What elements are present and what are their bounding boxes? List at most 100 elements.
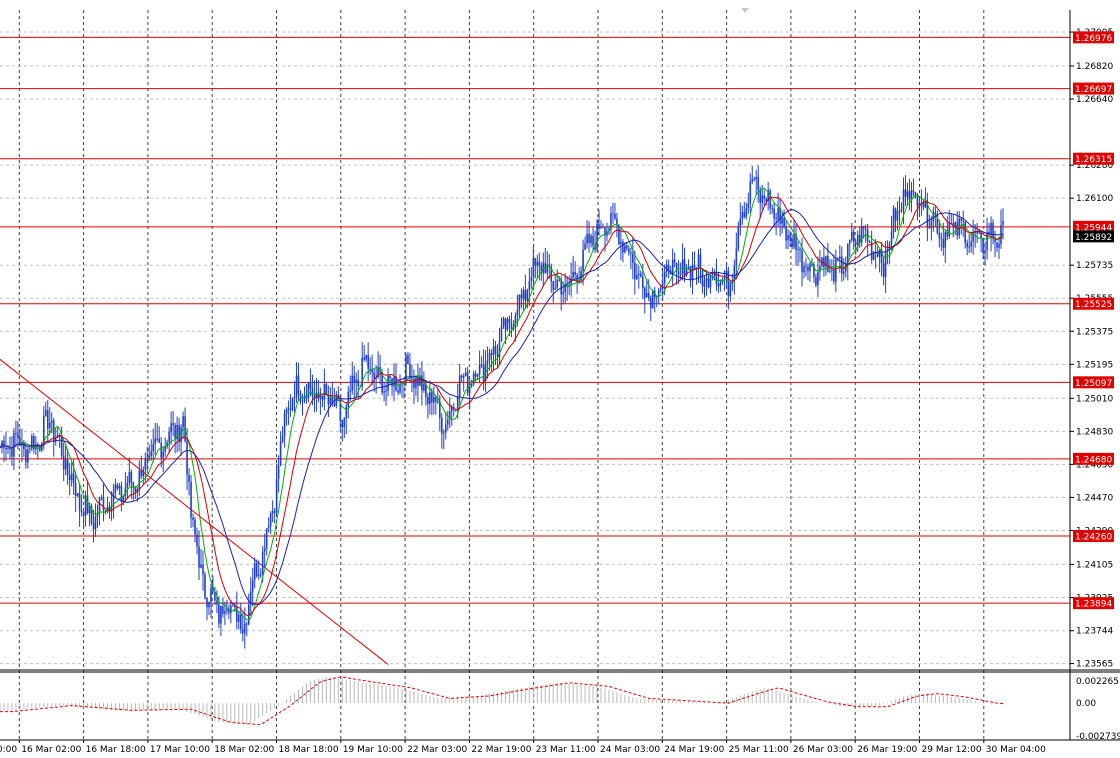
candle-body-323 bbox=[641, 276, 644, 288]
candle-body-56 bbox=[110, 506, 113, 512]
candle-body-240 bbox=[476, 374, 479, 377]
candle-body-322 bbox=[640, 273, 642, 277]
candle-body-222 bbox=[440, 417, 443, 434]
candle-body-469 bbox=[932, 212, 935, 222]
candle-body-366 bbox=[727, 270, 730, 297]
price-tick-label-8: 1.25195 bbox=[1076, 360, 1113, 370]
level-label-bg-6 bbox=[1073, 452, 1114, 465]
candle-body-282 bbox=[560, 279, 563, 295]
candle-body-384 bbox=[763, 195, 765, 199]
candle-body-183 bbox=[363, 357, 365, 360]
candle-body-499 bbox=[992, 222, 994, 238]
candle-body-149 bbox=[295, 375, 298, 397]
time-tick-label-2: 16 Mar 18:00 bbox=[86, 745, 146, 755]
candle-body-347 bbox=[689, 266, 692, 281]
candle-body-459 bbox=[912, 190, 915, 192]
candle-body-53 bbox=[104, 510, 107, 512]
candle-body-492 bbox=[978, 230, 980, 233]
candle-body-472 bbox=[938, 232, 941, 239]
candle-body-367 bbox=[729, 283, 732, 297]
candle-body-387 bbox=[769, 190, 771, 209]
level-label-7: 1.24260 bbox=[1075, 532, 1112, 542]
level-labels: 1.26976 1.26697 1.26315 1.25944 1.25525 1.250… bbox=[1073, 31, 1114, 610]
level-label-5: 1.25097 bbox=[1075, 379, 1112, 389]
price-tick-label-11: 1.24650 bbox=[1076, 460, 1113, 470]
candle-body-393 bbox=[781, 217, 783, 224]
candle-body-32 bbox=[62, 455, 65, 470]
price-tick-label-3: 1.26280 bbox=[1076, 161, 1113, 171]
candle-body-158 bbox=[313, 395, 316, 399]
candle-body-7 bbox=[13, 432, 15, 457]
candle-body-72 bbox=[142, 469, 145, 477]
candle-body-65 bbox=[128, 471, 131, 483]
candle-body-105 bbox=[208, 601, 210, 608]
candle-body-137 bbox=[271, 511, 274, 514]
candle-body-55 bbox=[108, 506, 111, 512]
candle-body-68 bbox=[134, 487, 137, 493]
candle-body-208 bbox=[413, 378, 415, 389]
candle-body-16 bbox=[31, 436, 33, 449]
candle-body-348 bbox=[691, 264, 694, 281]
moving-averages bbox=[0, 187, 1004, 621]
candle-body-243 bbox=[482, 364, 485, 381]
candle-body-171 bbox=[339, 401, 342, 421]
candle-body-397 bbox=[789, 235, 791, 239]
candle-body-342 bbox=[679, 273, 682, 275]
level-label-6: 1.24680 bbox=[1075, 455, 1112, 465]
candle-body-224 bbox=[444, 424, 447, 433]
candle-body-21 bbox=[40, 444, 43, 451]
candle-body-435 bbox=[864, 228, 867, 230]
price-tick-label-16: 1.23744 bbox=[1076, 627, 1113, 637]
level-label-2: 1.26315 bbox=[1075, 155, 1112, 165]
candle-body-4 bbox=[7, 447, 9, 449]
candle-body-93 bbox=[184, 416, 186, 442]
candle-body-104 bbox=[206, 597, 208, 608]
candle-body-233 bbox=[462, 376, 465, 378]
candle-body-300 bbox=[596, 223, 598, 250]
candle-body-324 bbox=[643, 287, 646, 298]
candle-body-308 bbox=[612, 213, 614, 215]
candle-body-40 bbox=[78, 493, 81, 511]
candle-body-69 bbox=[136, 488, 139, 493]
candle-body-74 bbox=[146, 459, 149, 461]
candle-body-327 bbox=[649, 298, 652, 309]
candle-body-237 bbox=[470, 384, 473, 387]
candle-body-389 bbox=[773, 208, 775, 219]
candle-body-96 bbox=[190, 481, 192, 518]
candle-body-156 bbox=[309, 382, 312, 389]
price-tick-label-9: 1.25010 bbox=[1076, 394, 1113, 404]
candle-body-168 bbox=[333, 402, 336, 406]
candle-body-353 bbox=[701, 268, 704, 287]
candle-body-185 bbox=[367, 355, 369, 369]
candle-body-126 bbox=[249, 591, 252, 605]
candle-body-70 bbox=[138, 470, 141, 489]
candle-body-193 bbox=[383, 391, 385, 393]
candle-body-225 bbox=[446, 419, 449, 425]
candle-body-248 bbox=[492, 346, 495, 355]
candle-body-94 bbox=[186, 441, 188, 475]
osc-tick-label-1: 0.00 bbox=[1076, 699, 1096, 709]
time-tick-label-11: 24 Mar 19:00 bbox=[664, 745, 724, 755]
candle-body-294 bbox=[584, 243, 586, 250]
candle-body-326 bbox=[647, 292, 650, 299]
candle-body-44 bbox=[86, 495, 89, 514]
candle-body-354 bbox=[703, 281, 706, 287]
candle-body-142 bbox=[281, 436, 284, 442]
price-tick-label-2: 1.26640 bbox=[1076, 95, 1113, 105]
candle-body-217 bbox=[431, 392, 433, 403]
candle-body-333 bbox=[661, 283, 664, 289]
candle-body-75 bbox=[148, 456, 151, 460]
candle-body-328 bbox=[651, 290, 654, 309]
candle-body-186 bbox=[369, 368, 371, 370]
candle-body-251 bbox=[498, 340, 501, 357]
candle-body-279 bbox=[554, 287, 557, 290]
candle-body-173 bbox=[343, 417, 346, 428]
candle-body-489 bbox=[972, 232, 974, 242]
candle-body-346 bbox=[687, 266, 690, 270]
candle-body-402 bbox=[799, 248, 801, 251]
candle-body-297 bbox=[590, 235, 592, 244]
candle-body-163 bbox=[323, 384, 326, 400]
time-axis: 15 Mar 10:00 16 Mar 02:00 16 Mar 18:00 17 M… bbox=[0, 740, 1046, 755]
candle-body-84 bbox=[166, 442, 168, 447]
